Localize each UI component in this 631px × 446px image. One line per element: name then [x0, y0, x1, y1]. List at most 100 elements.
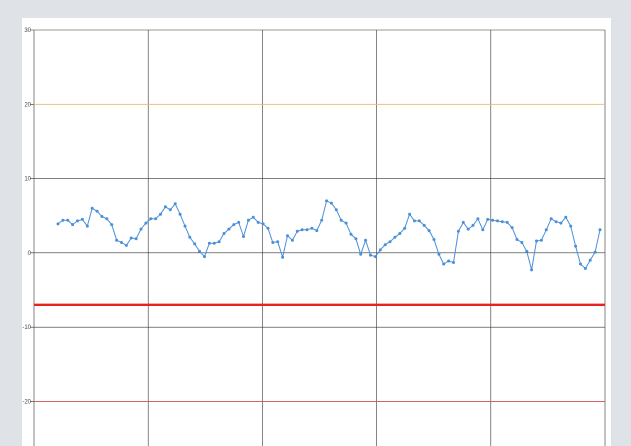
data-point	[207, 241, 211, 245]
data-point	[491, 218, 495, 222]
data-point	[354, 237, 358, 241]
data-point	[315, 229, 319, 233]
data-point	[144, 221, 148, 225]
data-point	[198, 249, 202, 253]
data-point	[408, 212, 412, 216]
data-point	[300, 228, 304, 232]
data-point	[290, 238, 294, 242]
data-point	[178, 212, 182, 216]
data-point	[476, 217, 480, 221]
data-point	[373, 255, 377, 259]
line-chart: 30 20 10 0 -10 -20	[22, 28, 606, 446]
data-point	[574, 244, 578, 248]
data-point	[90, 206, 94, 210]
data-point	[134, 237, 138, 241]
data-point	[583, 267, 587, 270]
data-point	[593, 250, 597, 254]
data-point	[447, 259, 451, 263]
data-point	[329, 201, 333, 205]
data-point	[471, 223, 475, 227]
data-point	[159, 212, 162, 216]
data-point	[115, 238, 119, 242]
data-point	[110, 223, 114, 227]
data-point	[539, 238, 543, 242]
series-line	[57, 200, 601, 271]
data-point	[124, 243, 128, 247]
data-point	[222, 232, 226, 235]
data-point	[437, 252, 441, 256]
data-point	[237, 220, 241, 224]
data-point	[422, 223, 426, 227]
data-point	[76, 219, 79, 223]
data-point	[588, 258, 592, 262]
data-point	[295, 229, 299, 233]
data-point	[266, 226, 270, 230]
data-point	[393, 235, 397, 239]
data-point	[579, 262, 582, 266]
data-point	[120, 241, 123, 244]
chart-panel: 30 20 10 0 -10 -20	[22, 18, 611, 446]
data-point	[369, 253, 372, 257]
data-point	[432, 238, 436, 241]
data-point	[344, 221, 348, 225]
data-point	[188, 235, 192, 239]
data-point	[61, 218, 65, 222]
data-point	[403, 226, 407, 230]
data-point	[281, 255, 285, 259]
data-point	[535, 239, 538, 243]
data-point	[173, 202, 177, 206]
data-point	[168, 208, 172, 212]
data-point	[256, 220, 260, 224]
data-point	[66, 218, 70, 222]
data-point	[383, 243, 387, 247]
data-point	[427, 229, 431, 233]
data-point	[334, 208, 338, 212]
data-point	[100, 215, 104, 218]
data-point	[520, 241, 524, 244]
data-point	[525, 249, 529, 253]
data-point	[105, 217, 109, 221]
data-point	[569, 224, 573, 228]
y-tick-label: 20	[24, 102, 31, 108]
data-point	[564, 215, 568, 219]
data-point	[554, 220, 558, 224]
data-point	[530, 268, 534, 272]
y-tick-label: -10	[22, 325, 31, 331]
data-point	[364, 238, 368, 242]
y-tick-label: 30	[24, 28, 31, 34]
data-point	[549, 217, 553, 221]
data-point	[505, 220, 509, 224]
data-point	[212, 241, 216, 245]
data-point	[598, 228, 602, 232]
data-point	[251, 215, 255, 219]
data-point	[183, 224, 187, 228]
y-tick-label: 10	[24, 177, 31, 183]
data-point	[246, 218, 250, 222]
data-point	[217, 240, 221, 244]
data-point	[56, 222, 60, 226]
data-point	[227, 227, 231, 231]
data-point	[349, 232, 353, 236]
data-point	[71, 223, 75, 227]
data-point	[242, 235, 245, 238]
data-point	[500, 220, 504, 224]
data-point	[139, 227, 143, 231]
data-point	[378, 248, 382, 252]
data-point	[496, 219, 499, 223]
data-point	[398, 232, 402, 235]
data-point	[129, 236, 133, 240]
data-point	[559, 221, 563, 225]
data-point	[85, 224, 89, 228]
data-point	[320, 218, 324, 222]
data-point	[486, 217, 490, 221]
data-point	[388, 240, 392, 244]
data-point	[163, 205, 167, 209]
data-point	[359, 252, 363, 256]
data-point	[154, 217, 158, 221]
data-point	[456, 229, 460, 233]
data-point	[544, 228, 548, 232]
data-point	[417, 219, 421, 223]
data-point	[203, 255, 206, 259]
y-tick-label: 0	[28, 251, 32, 257]
data-point	[286, 234, 289, 238]
